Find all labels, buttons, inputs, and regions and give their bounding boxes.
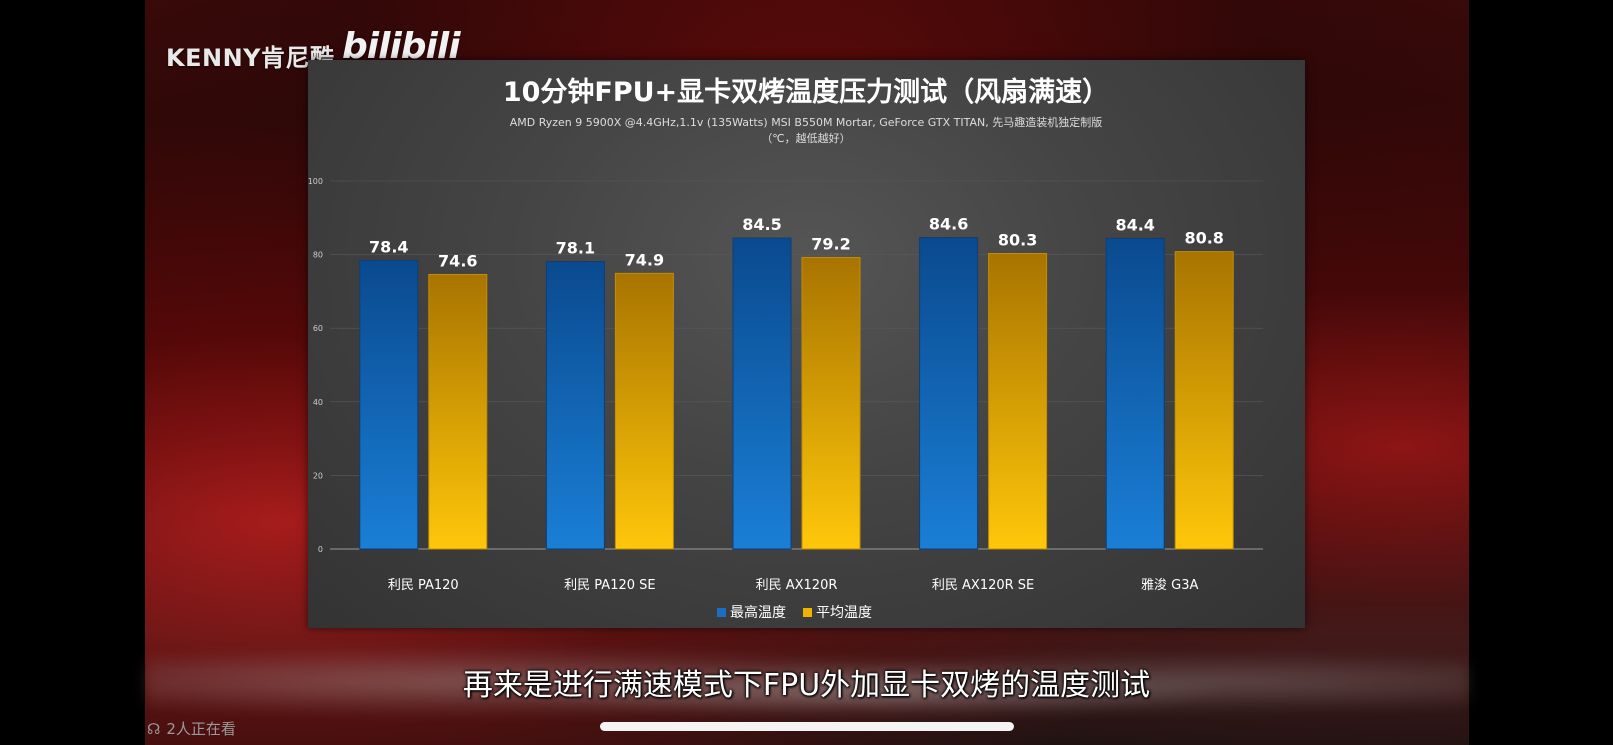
bar-avg-1 bbox=[614, 272, 674, 550]
y-tick-label: 60 bbox=[313, 324, 323, 333]
bar-value-label: 80.3 bbox=[998, 230, 1037, 249]
bar-max-3 bbox=[919, 237, 979, 550]
bar-avg-2 bbox=[801, 257, 861, 550]
legend-label: 平均温度 bbox=[816, 605, 872, 621]
bar-value-label: 80.8 bbox=[1184, 229, 1223, 248]
y-tick-label: 80 bbox=[313, 251, 323, 260]
legend: 最高温度 平均温度 bbox=[717, 604, 872, 621]
viewer-count: ☊ 2人正在看 bbox=[147, 718, 236, 739]
bar-chart: 10分钟FPU+显卡双烤温度压力测试（风扇满速） AMD Ryzen 9 590… bbox=[308, 76, 1263, 621]
x-category-label: 利民 PA120 SE bbox=[564, 578, 655, 593]
bar-value-label: 78.1 bbox=[556, 239, 595, 258]
y-axis-ticks: 0 20 40 60 80 100 bbox=[308, 177, 323, 554]
bar-value-label: 84.6 bbox=[929, 215, 968, 234]
y-tick-label: 100 bbox=[308, 177, 323, 186]
home-indicator-bar[interactable] bbox=[600, 722, 1014, 731]
x-category-label: 利民 AX120R SE bbox=[932, 578, 1034, 593]
video-subtitle: 再来是进行满速模式下FPU外加显卡双烤的温度测试 bbox=[462, 668, 1151, 703]
legend-label: 最高温度 bbox=[730, 604, 786, 621]
viewers-icon: ☊ bbox=[147, 720, 161, 738]
bar-max-1 bbox=[545, 261, 605, 550]
bar-value-label: 84.4 bbox=[1115, 215, 1154, 234]
legend-swatch-0 bbox=[717, 608, 726, 617]
bar-avg-3 bbox=[988, 252, 1048, 550]
chart-subtitle-line2: （℃，越低越好） bbox=[761, 131, 850, 145]
bar-max-2 bbox=[732, 237, 792, 550]
bar-max-4 bbox=[1105, 237, 1165, 550]
chart-title: 10分钟FPU+显卡双烤温度压力测试（风扇满速） bbox=[503, 76, 1109, 108]
bars: 78.4 74.6 78.1 74.9 84.5 79.2 84.6 80.3 84.4 80.8 bbox=[359, 215, 1234, 550]
bar-avg-4 bbox=[1174, 251, 1234, 550]
y-tick-label: 20 bbox=[313, 471, 323, 480]
bar-value-label: 74.6 bbox=[438, 251, 477, 270]
viewer-count-text: 2人正在看 bbox=[166, 720, 236, 738]
x-axis-labels: 利民 PA120 利民 PA120 SE 利民 AX120R 利民 AX120R SE… bbox=[388, 578, 1199, 593]
bar-value-label: 78.4 bbox=[369, 237, 408, 256]
y-tick-label: 40 bbox=[313, 398, 323, 407]
bar-max-0 bbox=[359, 259, 419, 550]
x-category-label: 利民 PA120 bbox=[388, 578, 459, 593]
bar-avg-0 bbox=[428, 273, 488, 550]
chart-panel: 10分钟FPU+显卡双烤温度压力测试（风扇满速） AMD Ryzen 9 590… bbox=[308, 60, 1305, 628]
channel-watermark: KENNY肯尼酷 bbox=[166, 44, 335, 72]
x-category-label: 雅浚 G3A bbox=[1141, 578, 1198, 593]
chart-subtitle-line1: AMD Ryzen 9 5900X @4.4GHz,1.1v (135Watts… bbox=[510, 115, 1103, 129]
bar-value-label: 84.5 bbox=[742, 215, 781, 234]
y-tick-label: 0 bbox=[318, 545, 323, 554]
legend-swatch-1 bbox=[803, 608, 812, 617]
x-category-label: 利民 AX120R bbox=[756, 578, 838, 593]
bar-value-label: 74.9 bbox=[625, 250, 664, 269]
bar-value-label: 79.2 bbox=[811, 235, 850, 254]
